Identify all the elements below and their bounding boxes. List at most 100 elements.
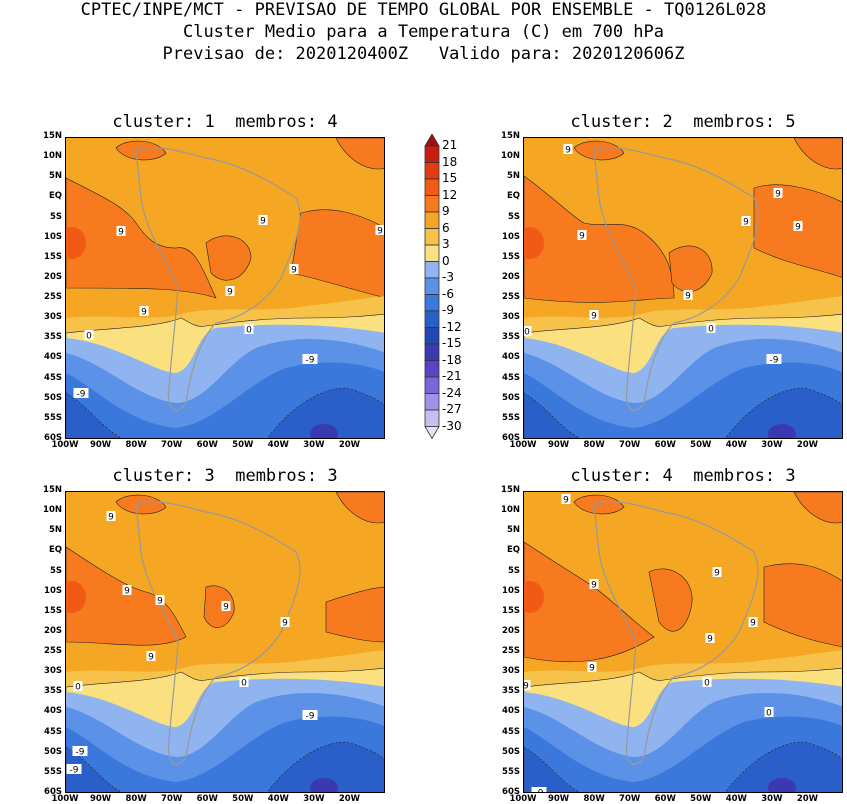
lon-tick-label: 90W bbox=[89, 794, 112, 804]
lon-tick-label: 30W bbox=[303, 440, 325, 450]
lon-tick-label: 80W bbox=[583, 440, 605, 450]
lon-tick-label: 100W bbox=[509, 440, 537, 450]
lon-tick-label: 20W bbox=[796, 440, 819, 450]
lon-tick-label: 80W bbox=[583, 794, 605, 804]
colorbar-label: -9 bbox=[442, 303, 454, 317]
lon-tick-label: 100W bbox=[509, 794, 537, 804]
lat-tick-label: 10N bbox=[501, 151, 520, 162]
svg-text:9: 9 bbox=[685, 292, 691, 302]
contour-label: -9 bbox=[302, 354, 318, 366]
contour-label: -9 bbox=[66, 764, 82, 776]
contour-label: 9 bbox=[748, 617, 758, 629]
colorbar-label: -27 bbox=[442, 402, 462, 416]
contour-label: 0 bbox=[706, 323, 716, 335]
lat-tick-label: 60S bbox=[44, 433, 62, 443]
svg-text:0: 0 bbox=[524, 328, 530, 338]
colorbar-swatch bbox=[424, 327, 440, 345]
lon-tick-label: 100W bbox=[51, 440, 79, 450]
lat-tick-label: 5N bbox=[506, 525, 520, 536]
svg-text:9: 9 bbox=[743, 218, 749, 228]
contour-label: 9 bbox=[280, 617, 290, 629]
contour-label: 9 bbox=[589, 310, 599, 322]
colorbar-swatch bbox=[424, 343, 440, 361]
colorbar-label: -3 bbox=[442, 270, 454, 284]
svg-text:9: 9 bbox=[260, 217, 266, 227]
svg-text:9: 9 bbox=[714, 569, 720, 579]
lat-tick-label: 50S bbox=[502, 392, 520, 403]
colorbar-swatch bbox=[424, 393, 440, 411]
colorbar-label: -6 bbox=[442, 286, 454, 301]
lat-tick-label: 10N bbox=[501, 505, 520, 516]
band-12-15 bbox=[66, 227, 86, 259]
contour-label: 9 bbox=[741, 216, 751, 228]
svg-text:9: 9 bbox=[118, 228, 124, 238]
svg-text:-9: -9 bbox=[535, 789, 544, 794]
band-neg12-neg9-east bbox=[725, 741, 842, 792]
contour-label: -9 bbox=[72, 746, 88, 758]
map-panel-3: 9 9 9 9 9 9 0 0 -9 -9 -9 bbox=[65, 491, 385, 793]
lat-tick-label: 55S bbox=[44, 412, 62, 423]
lat-tick-label: 5S bbox=[507, 211, 520, 222]
colorbar-label: 21 bbox=[442, 138, 458, 152]
lon-tick-label: 20W bbox=[338, 794, 361, 804]
lat-tick-label: 60S bbox=[502, 787, 520, 797]
colorbar-label: -18 bbox=[442, 352, 462, 367]
contour-label: 9 bbox=[773, 188, 783, 200]
panel-title-2: cluster: 2 membros: 5 bbox=[570, 112, 796, 132]
band-9-12-ne bbox=[335, 492, 384, 524]
lat-tick-label: 35S bbox=[44, 686, 62, 697]
contour-label: -9 bbox=[73, 388, 89, 400]
svg-text:9: 9 bbox=[223, 603, 229, 613]
svg-text:9: 9 bbox=[108, 513, 114, 523]
colorbar-swatch bbox=[424, 277, 440, 295]
map-panel-4: 9 9 9 9 9 9 9 0 0 -9 bbox=[523, 491, 843, 793]
contour-label: 9 bbox=[793, 221, 803, 233]
lat-tick-label: 5S bbox=[507, 565, 520, 576]
colorbar-label: 0 bbox=[442, 253, 450, 268]
band-9-12-center bbox=[205, 235, 252, 281]
lat-tick-label: 15N bbox=[43, 131, 62, 141]
lat-tick-label: 25S bbox=[44, 292, 62, 303]
lat-tick-label: EQ bbox=[506, 545, 520, 556]
contour-label: 9 bbox=[116, 226, 126, 238]
svg-text:-9: -9 bbox=[77, 390, 86, 400]
lat-tick-label: EQ bbox=[506, 191, 520, 202]
band-neg12-neg9-east bbox=[267, 387, 384, 438]
contour-label: 0 bbox=[764, 707, 774, 719]
band-neg12-neg9-west bbox=[66, 392, 123, 438]
band-neg18-neg15 bbox=[310, 424, 338, 438]
svg-text:9: 9 bbox=[227, 288, 233, 298]
lat-tick-label: EQ bbox=[48, 545, 62, 556]
contour-label: 0 bbox=[239, 677, 249, 689]
lon-tick-label: 90W bbox=[547, 440, 570, 450]
contour-label: -9 bbox=[531, 787, 547, 794]
lat-tick-label: 50S bbox=[44, 746, 62, 757]
band-12-15 bbox=[66, 581, 86, 613]
svg-text:9: 9 bbox=[591, 581, 597, 591]
lat-tick-label: 30S bbox=[502, 666, 520, 677]
lon-tick-label: 60W bbox=[196, 440, 218, 450]
band-neg12-neg9-west bbox=[66, 746, 123, 792]
lon-tick-label: 60W bbox=[654, 440, 676, 450]
band-neg12-neg9-east bbox=[267, 741, 384, 792]
colorbar-swatch bbox=[424, 211, 440, 229]
header-title-3: Previsao de: 2020120400Z Valido para: 20… bbox=[162, 44, 685, 64]
lon-tick-label: 20W bbox=[796, 794, 819, 804]
lat-tick-label: EQ bbox=[48, 191, 62, 202]
svg-text:9: 9 bbox=[524, 682, 529, 692]
contour-label: -9 bbox=[766, 354, 782, 366]
band-neg12-neg9-west bbox=[524, 392, 581, 438]
lat-tick-label: 5S bbox=[49, 565, 62, 576]
contour-label: 0 bbox=[702, 677, 712, 689]
lon-tick-label: 50W bbox=[232, 440, 254, 450]
lon-tick-label: 50W bbox=[690, 440, 712, 450]
lat-tick-label: 5N bbox=[506, 171, 520, 182]
svg-text:9: 9 bbox=[282, 619, 288, 629]
lat-tick-label: 15N bbox=[501, 131, 520, 141]
lat-tick-label: 10S bbox=[44, 231, 62, 242]
lon-tick-label: 40W bbox=[725, 794, 747, 804]
contour-label: 9 bbox=[705, 633, 715, 645]
lon-tick-label: 90W bbox=[89, 440, 112, 450]
band-9-12-east bbox=[763, 563, 842, 647]
contour-label: 9 bbox=[563, 144, 573, 156]
